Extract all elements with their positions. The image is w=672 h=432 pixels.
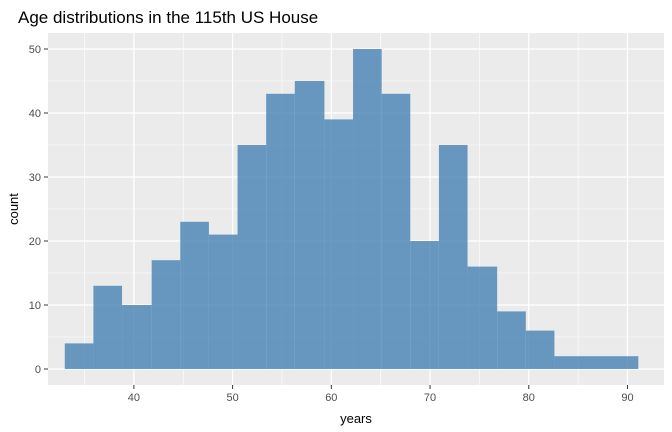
histogram-bar — [122, 305, 152, 369]
x-tick-label: 50 — [226, 392, 238, 404]
chart-title: Age distributions in the 115th US House — [18, 8, 318, 27]
histogram-bar — [438, 145, 468, 369]
histogram-bar — [151, 260, 181, 369]
histogram-bar — [353, 49, 382, 369]
histogram-bar — [324, 119, 354, 370]
histogram-bar — [64, 343, 94, 369]
y-axis-title: count — [6, 193, 21, 225]
histogram-bar — [467, 266, 498, 369]
histogram-bar — [497, 311, 526, 369]
histogram-bar — [208, 234, 238, 369]
x-tick-label: 70 — [424, 392, 436, 404]
y-tick-label: 30 — [29, 172, 41, 184]
y-tick-label: 20 — [29, 236, 41, 248]
histogram-bar — [525, 330, 555, 369]
x-axis-title: years — [340, 411, 372, 426]
histogram-bar — [554, 356, 639, 369]
x-tick-label: 40 — [128, 392, 140, 404]
x-tick-label: 60 — [325, 392, 337, 404]
x-tick-label: 80 — [523, 392, 535, 404]
histogram-bar — [381, 93, 411, 370]
y-tick-label: 10 — [29, 300, 41, 312]
x-axis: 40 50 60 70 80 90 — [128, 385, 634, 404]
histogram-bar — [410, 241, 439, 369]
x-tick-label: 90 — [621, 392, 633, 404]
y-tick-label: 50 — [29, 44, 41, 56]
histogram-bar — [266, 93, 295, 370]
histogram-bar — [93, 285, 123, 369]
histogram-bar — [294, 81, 325, 369]
histogram-bar — [180, 221, 209, 369]
histogram-bar — [237, 145, 267, 369]
y-axis: 0 10 20 30 40 50 — [29, 44, 48, 376]
histogram-bars — [64, 49, 639, 370]
y-tick-label: 40 — [29, 108, 41, 120]
y-tick-label: 0 — [35, 364, 41, 376]
